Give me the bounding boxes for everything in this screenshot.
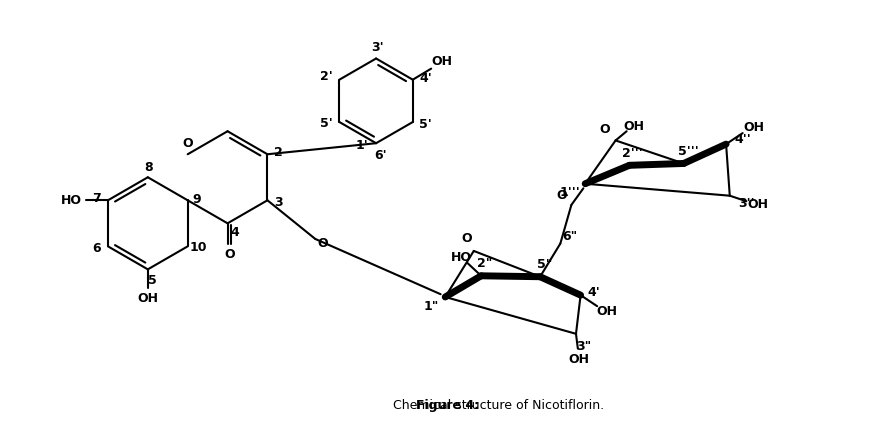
Text: O: O <box>183 137 193 150</box>
Text: HO: HO <box>451 251 471 264</box>
Text: 4'': 4'' <box>735 133 751 146</box>
Text: HO: HO <box>61 194 82 207</box>
Text: 4': 4' <box>419 72 432 85</box>
Text: 1": 1" <box>424 300 439 312</box>
Text: 10: 10 <box>190 241 208 254</box>
Text: 9: 9 <box>193 193 202 206</box>
Text: 6": 6" <box>562 230 577 243</box>
Text: OH: OH <box>747 198 768 211</box>
Text: 3": 3" <box>576 340 591 353</box>
Text: 7: 7 <box>92 192 101 205</box>
Text: 3: 3 <box>274 196 283 209</box>
Text: Chemical structure of Nicotiflorin.: Chemical structure of Nicotiflorin. <box>389 399 604 412</box>
Text: 5": 5" <box>537 258 552 271</box>
Text: OH: OH <box>137 293 159 306</box>
Text: OH: OH <box>568 353 590 366</box>
Text: 2": 2" <box>478 257 493 270</box>
Text: 6': 6' <box>375 149 387 162</box>
Text: 5''': 5''' <box>678 145 699 158</box>
Text: OH: OH <box>743 121 764 134</box>
Text: OH: OH <box>624 120 644 133</box>
Text: 5': 5' <box>419 118 432 132</box>
Text: 2: 2 <box>274 146 283 159</box>
Text: 1''': 1''' <box>559 187 580 200</box>
Text: OH: OH <box>432 55 452 68</box>
Text: 2': 2' <box>320 70 333 83</box>
Text: O: O <box>224 248 235 261</box>
Text: 8: 8 <box>144 161 153 174</box>
Text: 3': 3' <box>371 41 383 54</box>
Text: 4: 4 <box>230 226 239 239</box>
Text: O: O <box>317 237 328 250</box>
Text: 2''': 2''' <box>622 147 642 160</box>
Text: 5: 5 <box>148 274 157 287</box>
Text: O: O <box>461 233 471 246</box>
Text: 5': 5' <box>320 117 333 130</box>
Text: 6: 6 <box>92 242 101 255</box>
Text: OH: OH <box>596 305 616 318</box>
Text: 3'': 3'' <box>738 197 754 210</box>
Text: O: O <box>599 123 610 136</box>
Text: Figure 4:: Figure 4: <box>417 399 479 412</box>
Text: 1': 1' <box>356 139 368 152</box>
Text: O: O <box>557 189 567 202</box>
Text: 4': 4' <box>587 286 599 299</box>
